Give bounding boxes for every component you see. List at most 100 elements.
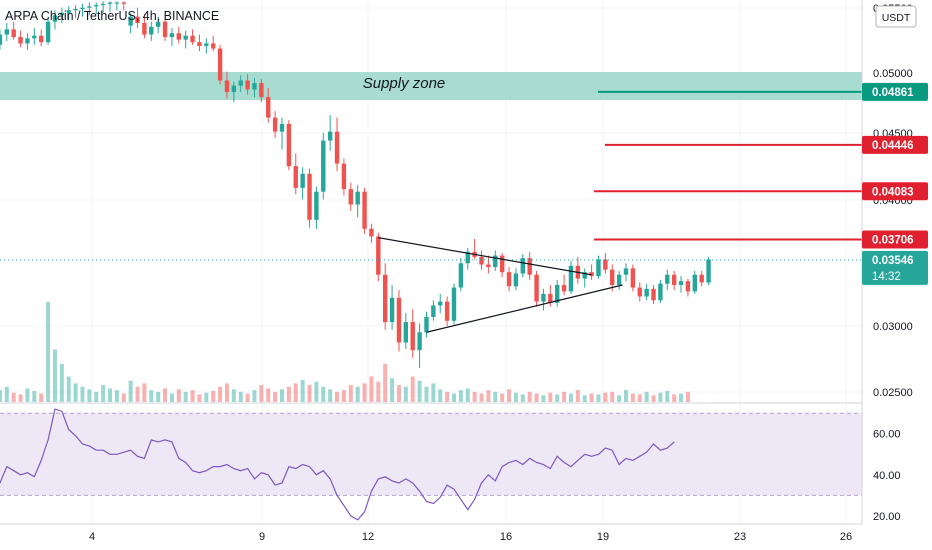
candle-body [59, 12, 65, 16]
x-tick-label: 19 [597, 531, 609, 543]
candle-body [231, 85, 237, 93]
x-tick-label: 12 [362, 531, 374, 543]
triangle-upper-line [378, 237, 592, 276]
volume-bar [114, 390, 119, 402]
candle-body [534, 274, 539, 302]
volume-bar [479, 393, 484, 402]
volume-bar [644, 391, 649, 402]
volume-bar [183, 391, 188, 402]
volume-bar [73, 383, 78, 402]
candle-body [266, 97, 271, 118]
volume-bar [541, 395, 546, 402]
volume-bar [465, 388, 470, 402]
volume-bar [534, 393, 539, 402]
volume-bar [259, 385, 264, 402]
volume-bar [396, 385, 401, 402]
candle-body [211, 43, 216, 49]
volume-bar [527, 391, 532, 402]
volume-bar [149, 390, 154, 402]
candle-body [438, 301, 443, 306]
level-price-tag [862, 135, 928, 154]
candle-body [685, 281, 691, 292]
candle-body [431, 305, 436, 317]
candle-body [128, 16, 133, 26]
rsi-band [0, 413, 862, 496]
candle-body [520, 258, 525, 274]
volume-bars [0, 302, 690, 402]
candle-body [183, 35, 188, 40]
currency-button[interactable]: USDT [875, 5, 917, 28]
level-price-tag [862, 182, 928, 201]
volume-bar [672, 394, 677, 402]
candle-body [630, 268, 636, 288]
candle-body [499, 255, 505, 273]
volume-bar [424, 386, 429, 402]
triangle-lower-line [426, 284, 623, 333]
candle-body [300, 173, 305, 188]
volume-bar [4, 386, 9, 402]
candle-body [334, 131, 340, 164]
volume-bar [665, 390, 670, 402]
volume-bar [121, 393, 126, 402]
candle-body [204, 43, 209, 47]
volume-bar [348, 385, 353, 402]
volume-bar [286, 386, 291, 402]
volume-bar [445, 391, 450, 402]
volume-bar [438, 389, 443, 402]
volume-bar [486, 390, 491, 402]
rsi-line [0, 408, 675, 521]
volume-bar [300, 379, 305, 402]
candle-body [87, 6, 92, 8]
candle-body [486, 264, 491, 268]
candle-body [396, 297, 402, 343]
level-price-tag-label: 0.03706 [872, 234, 914, 246]
volume-bar [335, 391, 340, 402]
volume-bar [32, 390, 37, 402]
candle-body [568, 265, 574, 292]
drawing-lines [0, 90, 862, 333]
rsi-tick-label: 40.00 [873, 470, 901, 482]
volume-bar [369, 376, 374, 402]
candle-body [286, 123, 292, 167]
candle-body [403, 322, 409, 343]
candle-body [348, 189, 353, 205]
volume-bar [169, 393, 174, 402]
volume-bar [238, 391, 243, 402]
candle-body [383, 274, 388, 323]
candle-body [527, 258, 532, 275]
candle-body [4, 29, 9, 35]
supply-zone-label: Supply zone [363, 75, 446, 92]
candle-body [665, 274, 670, 284]
volume-bar [59, 363, 64, 402]
candle-body [149, 26, 154, 35]
candle-body [596, 259, 601, 277]
candle-body [245, 80, 250, 90]
candle-body [252, 83, 257, 90]
candle-body [155, 21, 161, 27]
volume-bar [355, 386, 360, 402]
x-tick-label: 4 [89, 531, 95, 543]
chart-title: ARPA Chain / TetherUS, 4h, BINANCE [5, 9, 219, 23]
candle-body [52, 15, 58, 22]
volume-bar [156, 391, 161, 402]
candle-body [541, 293, 546, 302]
volume-bar [321, 386, 326, 402]
candle-body [176, 33, 181, 40]
candle-body [25, 38, 30, 44]
level-price-tag-label: 0.04083 [872, 186, 914, 198]
volume-bar [390, 378, 395, 402]
candle-body [671, 274, 677, 285]
candle-body [341, 163, 347, 190]
candle-body [94, 5, 99, 7]
volume-bar [80, 386, 85, 402]
candle-body [692, 274, 697, 292]
candle-body [293, 166, 298, 188]
candle-body [238, 80, 243, 86]
candle-body [623, 268, 629, 275]
candle-body [616, 274, 622, 285]
candle-body [417, 332, 422, 351]
volume-bar [452, 393, 456, 402]
candle-body [582, 272, 587, 279]
volume-bar [18, 394, 23, 402]
